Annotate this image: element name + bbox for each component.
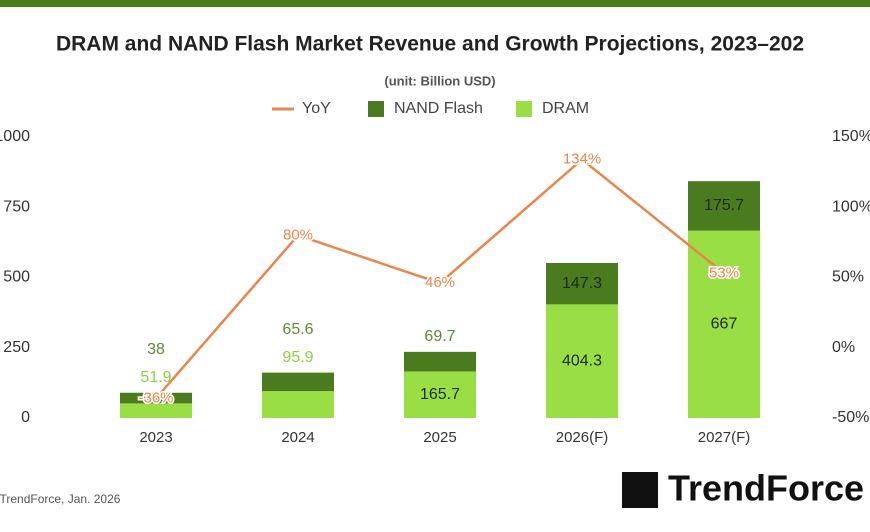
data-label: 667: [711, 316, 738, 333]
legend-label: NAND Flash: [394, 100, 483, 117]
data-label: 95.9: [282, 349, 313, 366]
header-band: [0, 0, 870, 7]
y-tick-label: 500: [3, 269, 30, 286]
yoy-label: -36%: [138, 389, 173, 406]
x-tick-label: 2027(F): [698, 429, 751, 446]
logo: TrendForce: [622, 468, 864, 509]
bar-segment: [546, 263, 618, 305]
x-tick-label: 2023: [139, 429, 172, 446]
bar-segment: [404, 351, 476, 372]
bar-segment: [688, 181, 760, 231]
source: Source: TrendForce, Jan. 2026: [0, 492, 121, 506]
y-tick-label: 250: [3, 339, 30, 356]
data-label: 51.9: [140, 369, 171, 386]
bar-segment: [404, 371, 476, 418]
y2-tick-label: 0%: [832, 339, 855, 356]
legend-label: DRAM: [542, 100, 589, 117]
legend-swatch: [368, 101, 384, 117]
bar-segment: [546, 304, 618, 418]
yoy-label: 80%: [283, 226, 313, 243]
yoy-label: 134%: [563, 150, 601, 167]
bar-segment: [120, 403, 192, 418]
data-label: 65.6: [282, 321, 313, 338]
data-label: 165.7: [420, 386, 460, 403]
bar-segment: [688, 230, 760, 418]
legend-label: YoY: [302, 100, 331, 117]
yoy-line: [155, 157, 725, 400]
x-tick-label: 2025: [423, 429, 456, 446]
data-label: 404.3: [562, 352, 602, 369]
yoy-label: 46%: [425, 274, 455, 291]
data-label: 147.3: [562, 275, 602, 292]
y-tick-label: 0: [21, 409, 30, 426]
data-label: 175.7: [704, 197, 744, 214]
y2-tick-label: 150%: [832, 128, 870, 145]
bar-segment: [262, 391, 334, 418]
y-tick-label: 750: [3, 198, 30, 215]
legend-swatch: [516, 101, 532, 117]
x-tick-label: 2026(F): [556, 429, 609, 446]
chart-subtitle: (unit: Billion USD): [384, 73, 495, 88]
data-label: 38: [147, 341, 165, 358]
x-tick-label: 2024: [281, 429, 314, 446]
logo-mark: [622, 472, 658, 508]
y2-tick-label: 50%: [832, 269, 864, 286]
y-tick-label: 1000: [0, 128, 30, 145]
bar-segment: [262, 372, 334, 392]
yoy-label: 53%: [709, 264, 739, 281]
data-label: 69.7: [424, 328, 455, 345]
y2-tick-label: -50%: [832, 409, 869, 426]
chart-title: DRAM and NAND Flash Market Revenue and G…: [56, 33, 804, 56]
logo-text: TrendForce: [668, 468, 864, 509]
y2-tick-label: 100%: [832, 198, 870, 215]
